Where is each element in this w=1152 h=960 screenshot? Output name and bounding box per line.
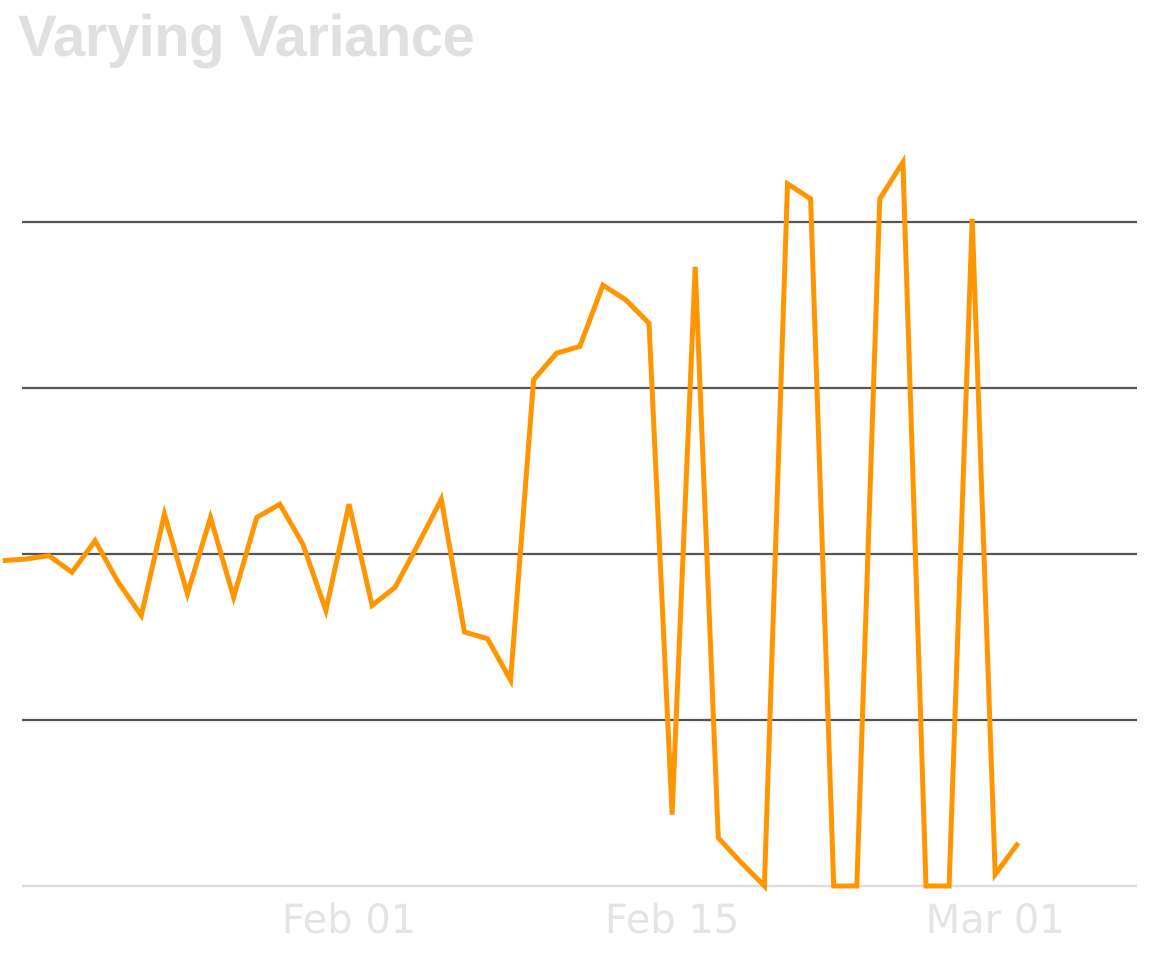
series-layer — [3, 162, 1019, 886]
x-axis-ticks: Feb 01 Feb 15 Mar 01 — [282, 897, 1065, 943]
x-tick-label: Mar 01 — [926, 897, 1065, 943]
series-line-value — [3, 162, 1019, 886]
x-tick-label: Feb 15 — [605, 897, 739, 943]
x-tick-label: Feb 01 — [282, 897, 416, 943]
